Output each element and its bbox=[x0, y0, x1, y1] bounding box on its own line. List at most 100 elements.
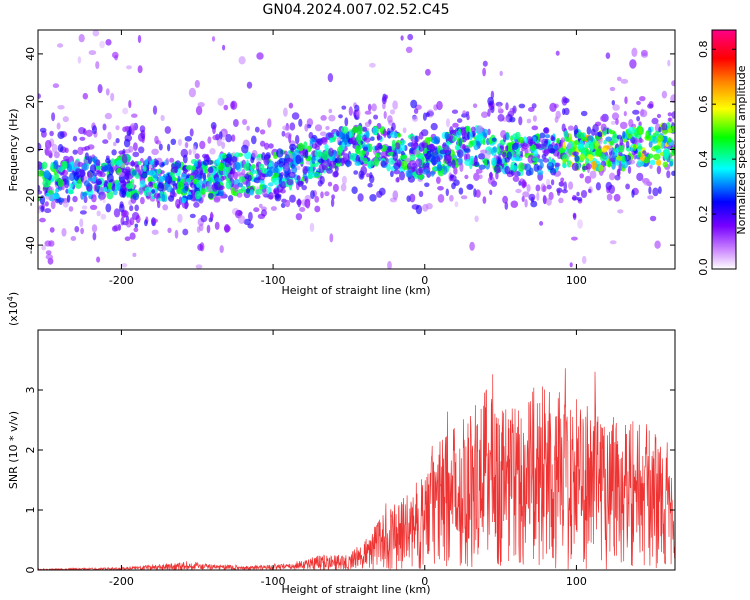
spectrogram-cell bbox=[222, 44, 226, 51]
spectrogram-cell bbox=[392, 152, 399, 161]
spectrogram-cell bbox=[571, 162, 579, 171]
spectrogram-cell bbox=[194, 79, 200, 88]
spectrogram-cell bbox=[75, 168, 82, 173]
spectrogram-cell bbox=[296, 199, 302, 206]
spectrogram-cell bbox=[436, 100, 443, 111]
spectrogram-y-tick-label: 20 bbox=[24, 95, 37, 109]
spectrogram-cell bbox=[473, 144, 479, 151]
spectrogram-cell bbox=[603, 140, 607, 145]
spectrogram-cell bbox=[384, 94, 389, 100]
spectrogram-cell bbox=[156, 168, 162, 174]
spectrogram-cell bbox=[389, 109, 396, 115]
spectrogram-cell bbox=[135, 215, 141, 224]
spectrogram-cell bbox=[405, 46, 413, 53]
spectrogram-cell bbox=[383, 111, 387, 119]
spectrogram-cell bbox=[612, 104, 620, 111]
spectrogram-cell bbox=[597, 131, 603, 138]
spectrogram-cell bbox=[425, 68, 431, 76]
spectrogram-cell bbox=[68, 189, 74, 195]
spectrogram-cell bbox=[667, 137, 672, 144]
spectrogram-cell bbox=[584, 175, 592, 184]
spectrogram-cell bbox=[291, 112, 300, 120]
spectrogram-cell bbox=[436, 164, 443, 172]
spectrogram-cell bbox=[532, 115, 537, 122]
spectrogram-cell bbox=[611, 100, 615, 106]
spectrogram-cell bbox=[95, 178, 102, 186]
spectrogram-cell bbox=[231, 101, 235, 109]
spectrogram-cell bbox=[421, 142, 428, 148]
spectrogram-cell bbox=[297, 142, 304, 152]
spectrogram-cell bbox=[648, 186, 652, 195]
spectrogram-cell bbox=[140, 129, 146, 139]
spectrogram-cell bbox=[354, 104, 360, 112]
spectrogram-cell bbox=[667, 59, 671, 67]
snr-x-tick-label: -100 bbox=[261, 575, 286, 588]
spectrogram-cell bbox=[521, 143, 529, 150]
spectrogram-cell bbox=[194, 153, 200, 160]
spectrogram-cell bbox=[497, 114, 505, 122]
spectrogram-cell bbox=[436, 176, 441, 184]
spectrogram-cell bbox=[344, 117, 349, 127]
spectrogram-cell bbox=[41, 161, 48, 170]
spectrogram-cell bbox=[298, 118, 303, 127]
spectrogram-cell bbox=[546, 184, 552, 190]
spectrogram-cell bbox=[412, 115, 419, 122]
spectrogram-cell bbox=[399, 171, 405, 181]
spectrogram-cell bbox=[601, 147, 608, 153]
spectrogram-cell bbox=[630, 136, 636, 144]
spectrogram-cell bbox=[627, 165, 632, 174]
spectrogram-cell bbox=[549, 102, 557, 112]
spectrogram-cell bbox=[581, 136, 588, 142]
spectrogram-cell bbox=[594, 121, 602, 127]
spectrogram-cell bbox=[386, 163, 391, 172]
spectrogram-cell bbox=[652, 187, 659, 197]
spectrogram-cell bbox=[138, 187, 144, 195]
spectrogram-cell bbox=[407, 33, 414, 41]
spectrogram-cell bbox=[155, 160, 160, 166]
spectrogram-cell bbox=[117, 172, 125, 177]
spectrogram-cell bbox=[276, 148, 284, 158]
spectrogram-cell bbox=[95, 61, 100, 70]
spectrogram-cell bbox=[106, 173, 114, 183]
spectrogram-cell bbox=[482, 60, 488, 67]
spectrogram-cell bbox=[209, 148, 216, 155]
spectrogram-cell bbox=[45, 254, 53, 260]
spectrogram-cell bbox=[177, 138, 182, 146]
spectrogram-cell bbox=[181, 197, 187, 204]
spectrogram-cell bbox=[137, 65, 143, 74]
spectrogram-cell bbox=[671, 146, 675, 157]
spectrogram-cell bbox=[539, 132, 546, 139]
spectrogram-cell bbox=[365, 130, 370, 139]
spectrogram-cell bbox=[144, 219, 148, 227]
spectrogram-cell bbox=[260, 140, 266, 147]
spectrogram-cell bbox=[85, 129, 93, 137]
spectrogram-cell bbox=[511, 165, 518, 171]
spectrogram-cell bbox=[621, 155, 626, 163]
spectrogram-cell bbox=[105, 88, 110, 96]
spectrogram-cell bbox=[651, 136, 659, 144]
spectrogram-cell bbox=[378, 187, 386, 196]
spectrogram-cell bbox=[188, 149, 192, 156]
spectrogram-cells bbox=[38, 30, 675, 269]
spectrogram-cell bbox=[348, 131, 353, 139]
spectrogram-x-tick-label: -200 bbox=[109, 274, 134, 287]
spectrogram-cell bbox=[224, 223, 230, 233]
spectrogram-cell bbox=[667, 117, 672, 122]
spectrogram-cell bbox=[154, 135, 159, 144]
spectrogram-cell bbox=[314, 124, 323, 132]
spectrogram-cell bbox=[83, 128, 87, 136]
spectrogram-cell bbox=[285, 199, 291, 208]
spectrogram-cell bbox=[251, 135, 257, 145]
spectrogram-cell bbox=[314, 140, 322, 147]
spectrogram-cell bbox=[671, 125, 675, 131]
spectrogram-cell bbox=[474, 215, 479, 223]
spectrogram-y-tick-label: -20 bbox=[24, 188, 37, 206]
spectrogram-cell bbox=[482, 67, 486, 77]
spectrogram-cell bbox=[658, 186, 662, 195]
spectrogram-cell bbox=[495, 172, 499, 180]
spectrogram-cell bbox=[434, 136, 441, 144]
spectrogram-cell bbox=[43, 169, 51, 179]
spectrogram-cell bbox=[415, 204, 423, 215]
spectrogram-cell bbox=[158, 143, 163, 151]
spectrogram-cell bbox=[250, 169, 256, 175]
